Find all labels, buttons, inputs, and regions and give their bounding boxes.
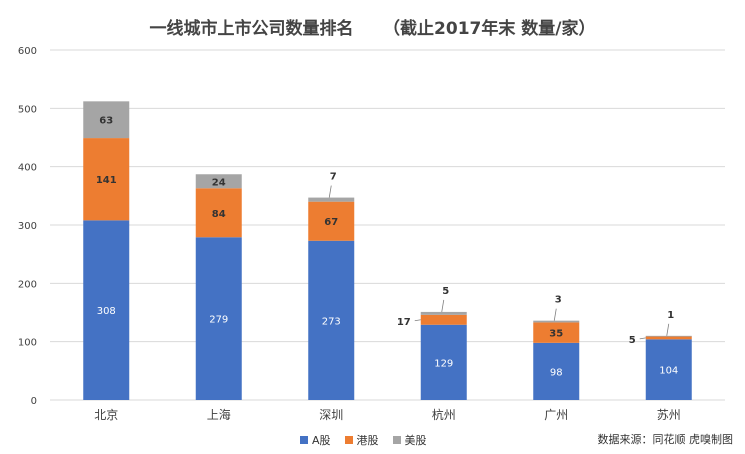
y-tick-label: 600: [18, 46, 37, 57]
y-tick-label: 400: [18, 163, 37, 174]
x-tick-label: 广州: [544, 408, 568, 422]
bar-segment: [83, 220, 130, 400]
legend-swatch: [300, 436, 308, 444]
bar-segment: [195, 237, 242, 400]
legend-swatch: [392, 436, 401, 444]
bar-segment: [533, 320, 580, 323]
data-label: 3: [555, 295, 562, 306]
x-tick-label: 苏州: [657, 408, 681, 422]
legend-entry: 港股: [344, 432, 379, 448]
legend-label: A股: [312, 434, 331, 447]
data-label: 17: [397, 317, 411, 328]
bar-segment: [645, 339, 692, 400]
bar-segment: [308, 240, 355, 400]
bar-segment: [308, 201, 355, 241]
leader-line: [553, 308, 557, 321]
chart-title: 一线城市上市公司数量排名 （截止2017年末 数量/家）: [149, 19, 596, 39]
bar-segment: [533, 322, 580, 343]
data-label: 63: [99, 116, 113, 127]
y-tick-label: 200: [18, 279, 37, 290]
data-label: 104: [659, 366, 678, 377]
data-label: 5: [442, 286, 449, 297]
bar-segment: [83, 101, 130, 139]
bar-segment: [195, 188, 242, 238]
x-tick-label: 北京: [94, 408, 118, 422]
leader-line: [666, 323, 670, 336]
data-label: 67: [324, 217, 338, 228]
data-label: 1: [667, 310, 674, 321]
data-label: 84: [212, 209, 226, 220]
x-tick-label: 上海: [207, 407, 231, 422]
bar-segment: [83, 138, 130, 221]
bar-segment: [195, 174, 242, 189]
y-tick-label: 300: [18, 221, 37, 232]
y-tick-label: 500: [18, 104, 37, 115]
bar-segment: [420, 311, 467, 315]
data-label: 129: [434, 358, 453, 369]
legend-label: 美股: [404, 434, 427, 447]
data-label: 308: [97, 306, 116, 317]
leader-line: [441, 299, 445, 312]
data-label: 35: [549, 329, 563, 340]
data-label: 7: [330, 172, 337, 183]
legend-swatch: [344, 436, 353, 444]
data-label: 279: [209, 315, 228, 326]
leader-line: [639, 337, 646, 340]
data-label: 24: [212, 177, 226, 188]
legend: A股 港股 美股: [300, 432, 427, 448]
data-label: 98: [550, 367, 563, 378]
bar-segment: [533, 342, 580, 400]
leader-line: [414, 319, 421, 322]
bar-segment: [308, 197, 355, 202]
source-note: 数据来源：同花顺 虎嗅制图: [597, 433, 734, 446]
y-tick-label: 0: [31, 396, 37, 407]
stacked-bar-chart: 0 100 200 300 400 500 600 308 141 63 北京 279 84 24 上海 27…: [18, 46, 725, 422]
y-tick-label: 100: [18, 338, 37, 349]
legend-entry: A股: [300, 432, 331, 448]
bar-segment: [420, 314, 467, 325]
bar-segment: [645, 335, 692, 337]
bar-segment: [420, 324, 467, 400]
x-tick-label: 深圳: [319, 408, 343, 422]
data-label: 273: [322, 316, 341, 327]
legend-entry: 美股: [392, 432, 427, 448]
data-label: 5: [629, 335, 636, 346]
leader-line: [328, 185, 332, 198]
data-label: 141: [96, 175, 117, 186]
x-tick-label: 杭州: [432, 407, 456, 422]
bar-segment: [645, 336, 692, 340]
legend-label: 港股: [356, 434, 379, 447]
